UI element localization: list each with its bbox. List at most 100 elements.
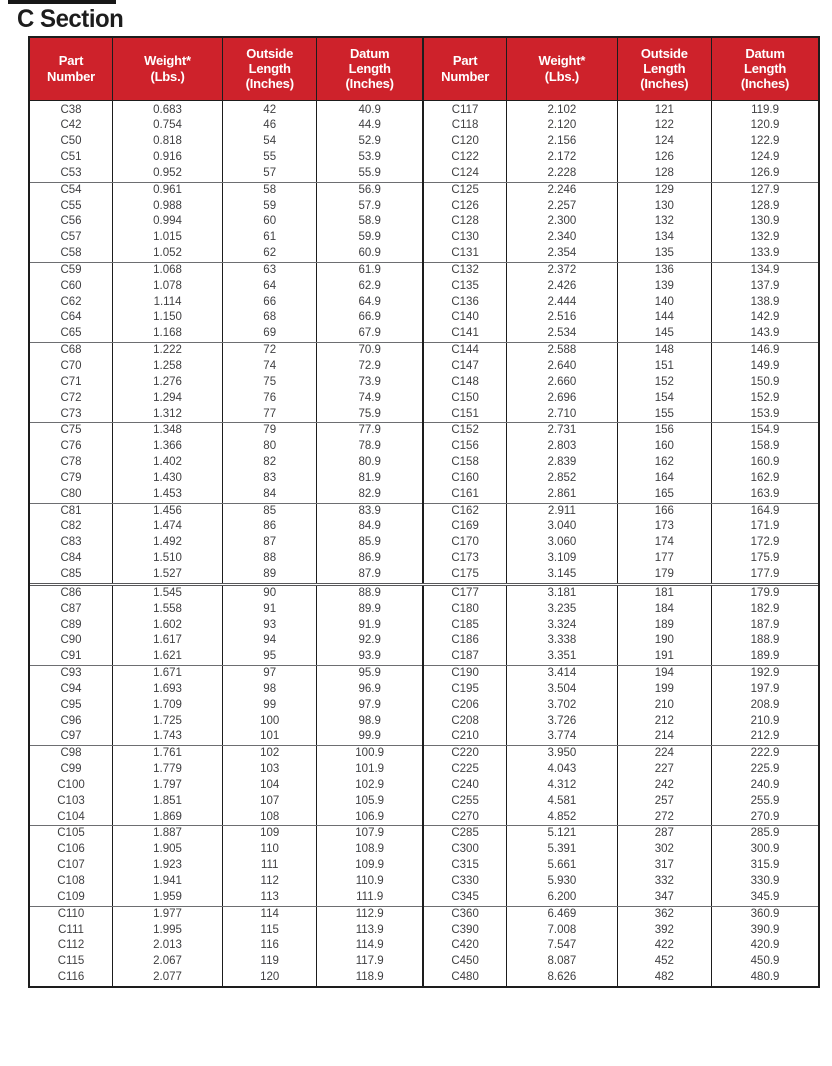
table-cell: 1.078 — [112, 278, 223, 295]
table-row: C255 4.581 257 255.9 — [424, 793, 818, 810]
table-cell: C124 — [424, 165, 507, 183]
table-cell: C158 — [451, 456, 479, 469]
table-cell: 100.9 — [316, 745, 423, 763]
table-cell: 107 — [222, 793, 317, 810]
table-cell: 128.9 — [711, 198, 818, 215]
table-cell: C73 — [30, 406, 113, 424]
table-cell: 99 — [222, 697, 317, 714]
table-cell: 1.761 — [112, 745, 223, 763]
table-cell: C94 — [60, 682, 82, 695]
table-cell: 3.181 — [506, 584, 618, 602]
table-cell: 6.200 — [506, 889, 618, 907]
table-cell: 210.9 — [711, 713, 818, 730]
table-cell: 0.754 — [112, 118, 223, 135]
table-cell: 1.725 — [112, 713, 223, 730]
table-cell: C170 — [451, 536, 479, 549]
table-cell: C162 — [451, 504, 479, 517]
table-cell: 188.9 — [711, 633, 818, 650]
table-cell: 93.9 — [316, 649, 423, 667]
table-cell: 1.052 — [112, 246, 223, 263]
table-cell: C54 — [60, 183, 82, 196]
table-row: C58 1.052 62 60.9 — [30, 246, 423, 263]
table-cell: 175.9 — [711, 551, 818, 567]
table-cell: 144 — [616, 310, 712, 327]
table-cell: 75.9 — [316, 406, 423, 424]
table-cell: 4.312 — [506, 777, 618, 794]
table-cell: C97 — [30, 729, 113, 747]
table-cell: 0.683 — [112, 100, 223, 119]
table-cell: 128 — [616, 165, 712, 183]
table-cell: C151 — [424, 406, 507, 424]
table-cell: 2.172 — [506, 150, 618, 166]
table-cell: C220 — [451, 747, 479, 760]
table-cell: 124.9 — [711, 150, 818, 166]
table-cell: 1.693 — [112, 681, 223, 698]
table-cell: C70 — [60, 360, 82, 372]
c-section-tables: Part Number Weight* (Lbs.) Outside Lengt… — [28, 36, 820, 988]
table-row: C50 0.818 54 52.9 — [30, 134, 423, 151]
table-cell: 182.9 — [711, 601, 818, 618]
table-cell: 55.9 — [316, 165, 423, 183]
table-row: C100 1.797 104 102.9 — [30, 777, 423, 794]
table-cell: 72.9 — [316, 359, 423, 375]
table-cell: 1.851 — [112, 793, 223, 810]
table-cell: C147 — [451, 360, 479, 372]
table-cell: C72 — [60, 391, 82, 404]
table-cell: 100 — [222, 713, 317, 730]
table-cell: 225.9 — [711, 762, 818, 778]
table-cell: 1.492 — [112, 535, 223, 552]
table-row: C152 2.731 156 154.9 — [424, 422, 818, 440]
table-cell: 332 — [616, 874, 712, 890]
table-row: C132 2.372 136 134.9 — [424, 262, 818, 279]
table-cell: C116 — [57, 971, 85, 984]
table-cell: 2.640 — [506, 359, 618, 375]
table-row: C187 3.351 191 189.9 — [424, 649, 818, 667]
table-row: C315 5.661 317 315.9 — [424, 858, 818, 874]
table-cell: 2.013 — [112, 938, 223, 955]
table-body-left: C38 0.683 42 40.9 C42 0.754 46 44.9 C50 0.818 54 52… — [30, 100, 423, 986]
table-cell: C58 — [30, 246, 113, 263]
table-row: C180 3.235 184 182.9 — [424, 601, 818, 618]
table-cell: 3.060 — [506, 535, 618, 552]
table-cell: 97.9 — [316, 697, 423, 714]
table-cell: 82 — [222, 455, 317, 471]
table-row: C177 3.181 181 179.9 — [424, 584, 818, 602]
table-cell: C225 — [451, 763, 479, 776]
table-cell: 1.905 — [112, 842, 223, 859]
table-cell: 0.952 — [112, 165, 223, 183]
table-row: C112 2.013 116 114.9 — [30, 938, 423, 955]
table-cell: 360.9 — [711, 906, 818, 923]
table-cell: 86.9 — [316, 551, 423, 567]
table-cell: 117.9 — [316, 954, 423, 971]
table-cell: 452 — [616, 954, 712, 971]
table-row: C420 7.547 422 420.9 — [424, 938, 818, 955]
table-cell: 3.145 — [506, 566, 618, 586]
table-cell: 7.547 — [506, 938, 618, 955]
table-cell: 143.9 — [711, 326, 818, 344]
table-cell: 300.9 — [711, 842, 818, 859]
table-cell: C136 — [451, 295, 479, 308]
table-cell: 1.114 — [112, 294, 223, 311]
table-cell: 2.660 — [506, 374, 618, 391]
table-cell: C76 — [60, 440, 82, 453]
table-cell: 164 — [616, 470, 712, 487]
table-cell: 138.9 — [711, 294, 818, 311]
table-cell: 60.9 — [316, 246, 423, 263]
table-cell: C64 — [60, 311, 82, 324]
table-row: C76 1.366 80 78.9 — [30, 439, 423, 456]
table-cell: 110.9 — [316, 874, 423, 890]
table-cell: 1.348 — [112, 422, 223, 440]
table-row: C175 3.145 179 177.9 — [424, 566, 818, 586]
table-cell: 133.9 — [711, 246, 818, 263]
table-cell: 149.9 — [711, 359, 818, 375]
table-cell: 3.950 — [506, 745, 618, 763]
table-cell: C91 — [30, 649, 113, 667]
table-cell: 285.9 — [711, 825, 818, 843]
table-cell: 101 — [222, 729, 317, 747]
table-cell: 422 — [616, 938, 712, 955]
table-cell: 212 — [616, 713, 712, 730]
table-cell: C38 — [60, 103, 82, 116]
table-cell: 392 — [616, 922, 712, 939]
table-cell: C156 — [451, 440, 479, 453]
